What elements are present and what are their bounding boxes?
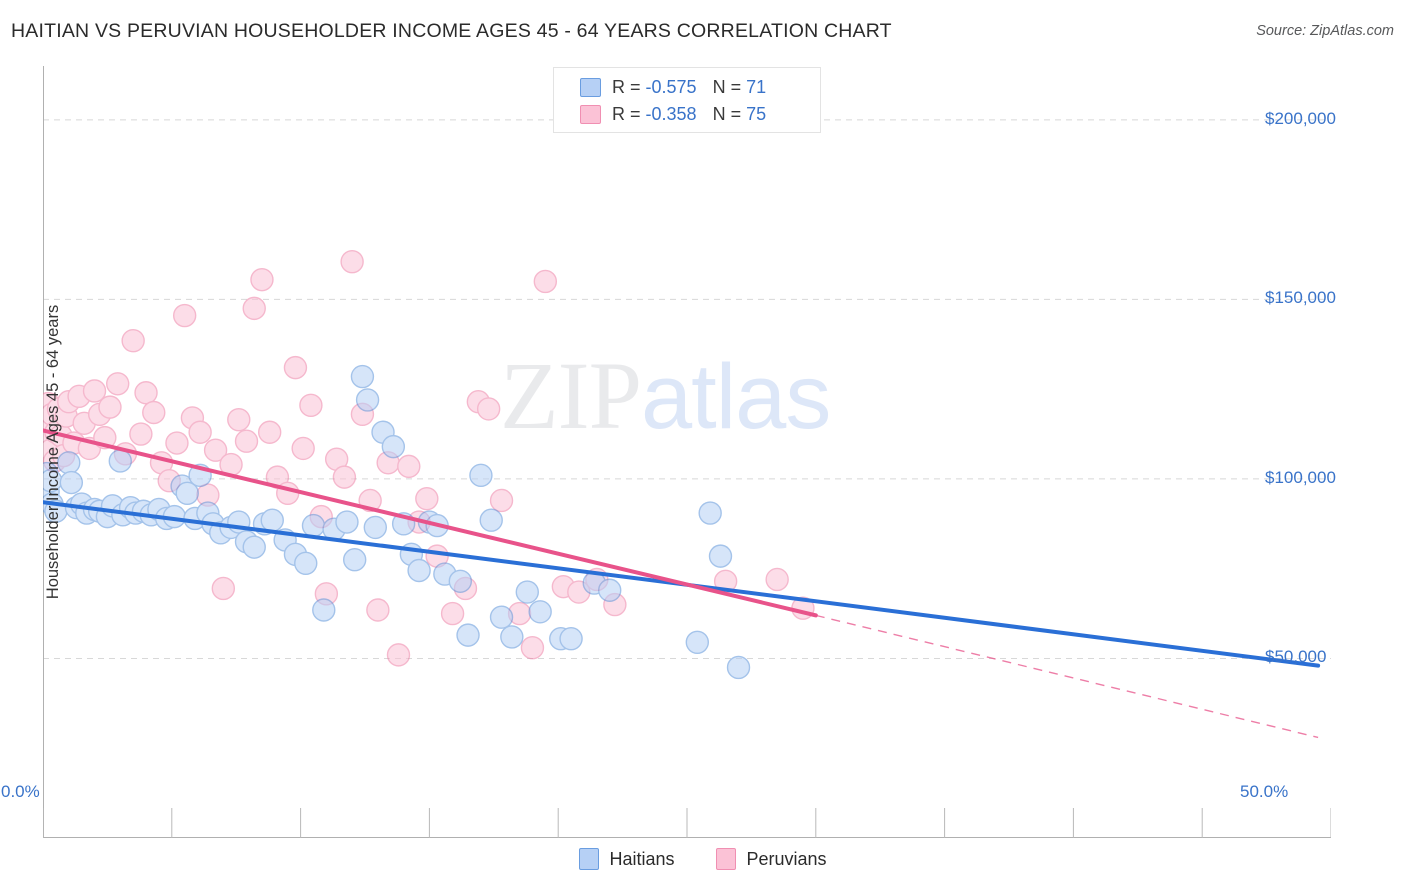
- data-point[interactable]: [489, 488, 514, 513]
- data-point[interactable]: [515, 580, 539, 604]
- data-point[interactable]: [59, 470, 84, 495]
- data-point[interactable]: [726, 655, 751, 680]
- stats-n-label-haitians: N =: [712, 77, 747, 97]
- data-point[interactable]: [440, 601, 465, 626]
- data-point[interactable]: [350, 364, 375, 389]
- data-point[interactable]: [299, 393, 323, 418]
- data-point[interactable]: [291, 436, 315, 461]
- x-tick-label-min: 0.0%: [1, 782, 40, 801]
- data-point[interactable]: [134, 381, 158, 405]
- data-point[interactable]: [129, 422, 153, 446]
- data-point[interactable]: [363, 515, 388, 540]
- data-point[interactable]: [257, 420, 282, 444]
- stats-n-label-peruvians: N =: [712, 104, 747, 124]
- stats-n-value-haitians: 71: [746, 77, 767, 97]
- data-point[interactable]: [355, 388, 380, 412]
- data-point[interactable]: [342, 548, 367, 572]
- data-point[interactable]: [698, 501, 722, 525]
- stats-row-haitians: R = -0.575 N = 71: [580, 74, 820, 101]
- data-point[interactable]: [242, 296, 266, 321]
- data-point[interactable]: [227, 407, 251, 432]
- data-point[interactable]: [260, 508, 284, 532]
- data-point[interactable]: [165, 431, 189, 455]
- stats-row-peruvians: R = -0.358 N = 75: [580, 101, 820, 128]
- data-point[interactable]: [340, 249, 364, 274]
- data-point[interactable]: [203, 438, 228, 462]
- data-point[interactable]: [469, 463, 493, 488]
- data-point[interactable]: [312, 598, 336, 622]
- data-point[interactable]: [108, 449, 132, 473]
- y-tick-label-150000: $150,000: [1265, 288, 1336, 308]
- data-point[interactable]: [283, 355, 308, 380]
- data-point[interactable]: [381, 434, 406, 459]
- data-point[interactable]: [448, 569, 473, 593]
- data-point[interactable]: [386, 643, 411, 667]
- scatter-plot: Householder Income Ages 45 - 64 years: [43, 66, 1331, 838]
- data-point[interactable]: [250, 267, 274, 292]
- data-point[interactable]: [106, 372, 130, 396]
- data-point[interactable]: [520, 635, 545, 660]
- data-point[interactable]: [456, 623, 480, 647]
- y-tick-label-100000: $100,000: [1265, 467, 1336, 487]
- stats-swatch-haitians: [580, 78, 601, 97]
- correlation-stats-box: R = -0.575 N = 71 R = -0.358 N = 75: [553, 67, 821, 133]
- series-legend: Haitians Peruvians: [0, 848, 1406, 870]
- source-attribution: Source: ZipAtlas.com: [1256, 23, 1394, 39]
- data-point[interactable]: [188, 420, 212, 444]
- data-point[interactable]: [489, 605, 514, 629]
- data-point[interactable]: [211, 576, 236, 601]
- legend-item-haitians[interactable]: Haitians: [579, 848, 674, 870]
- data-point[interactable]: [366, 598, 390, 622]
- x-tick-label-max: 50.0%: [1240, 782, 1289, 801]
- legend-label-haitians: Haitians: [609, 848, 675, 869]
- data-point[interactable]: [142, 400, 166, 425]
- data-point[interactable]: [242, 535, 266, 559]
- data-point[interactable]: [98, 395, 122, 419]
- data-point[interactable]: [57, 451, 81, 475]
- series-points-peruvians: [43, 249, 815, 667]
- data-point[interactable]: [500, 625, 524, 649]
- data-point[interactable]: [82, 379, 107, 403]
- data-point[interactable]: [765, 567, 789, 592]
- data-point[interactable]: [479, 508, 503, 532]
- data-point[interactable]: [685, 630, 710, 655]
- legend-swatch-peruvians: [716, 848, 737, 870]
- legend-item-peruvians[interactable]: Peruvians: [716, 848, 827, 870]
- stats-r-label-peruvians: R =: [612, 104, 646, 124]
- data-point[interactable]: [121, 328, 145, 353]
- trendline-peruvians: [43, 428, 818, 618]
- legend-label-peruvians: Peruvians: [746, 848, 827, 869]
- page-title: HAITIAN VS PERUVIAN HOUSEHOLDER INCOME A…: [11, 20, 892, 42]
- legend-swatch-haitians: [579, 848, 600, 870]
- data-point[interactable]: [598, 578, 622, 602]
- data-point[interactable]: [43, 469, 63, 493]
- data-point[interactable]: [175, 481, 199, 505]
- data-point[interactable]: [476, 397, 501, 421]
- data-point[interactable]: [332, 465, 357, 489]
- data-point[interactable]: [407, 558, 431, 583]
- y-tick-label-50000: $50,000: [1265, 647, 1327, 667]
- data-point[interactable]: [559, 627, 583, 651]
- y-tick-label-200000: $200,000: [1265, 108, 1336, 128]
- data-point[interactable]: [528, 600, 552, 624]
- trendline-extrapolation-peruvians: [815, 614, 1319, 739]
- data-point[interactable]: [301, 513, 326, 538]
- stats-r-value-peruvians: -0.358: [645, 104, 697, 124]
- data-point[interactable]: [415, 486, 439, 511]
- data-point[interactable]: [234, 429, 259, 453]
- data-point[interactable]: [172, 303, 197, 328]
- data-point[interactable]: [533, 269, 558, 294]
- stats-r-label-haitians: R =: [612, 77, 646, 97]
- data-point[interactable]: [335, 510, 359, 534]
- stats-n-value-peruvians: 75: [746, 104, 767, 124]
- data-point[interactable]: [294, 551, 318, 576]
- stats-r-value-haitians: -0.575: [645, 77, 697, 97]
- stats-swatch-peruvians: [580, 105, 601, 124]
- data-point[interactable]: [397, 454, 421, 479]
- data-point[interactable]: [708, 544, 733, 568]
- plot-canvas: [43, 66, 1331, 838]
